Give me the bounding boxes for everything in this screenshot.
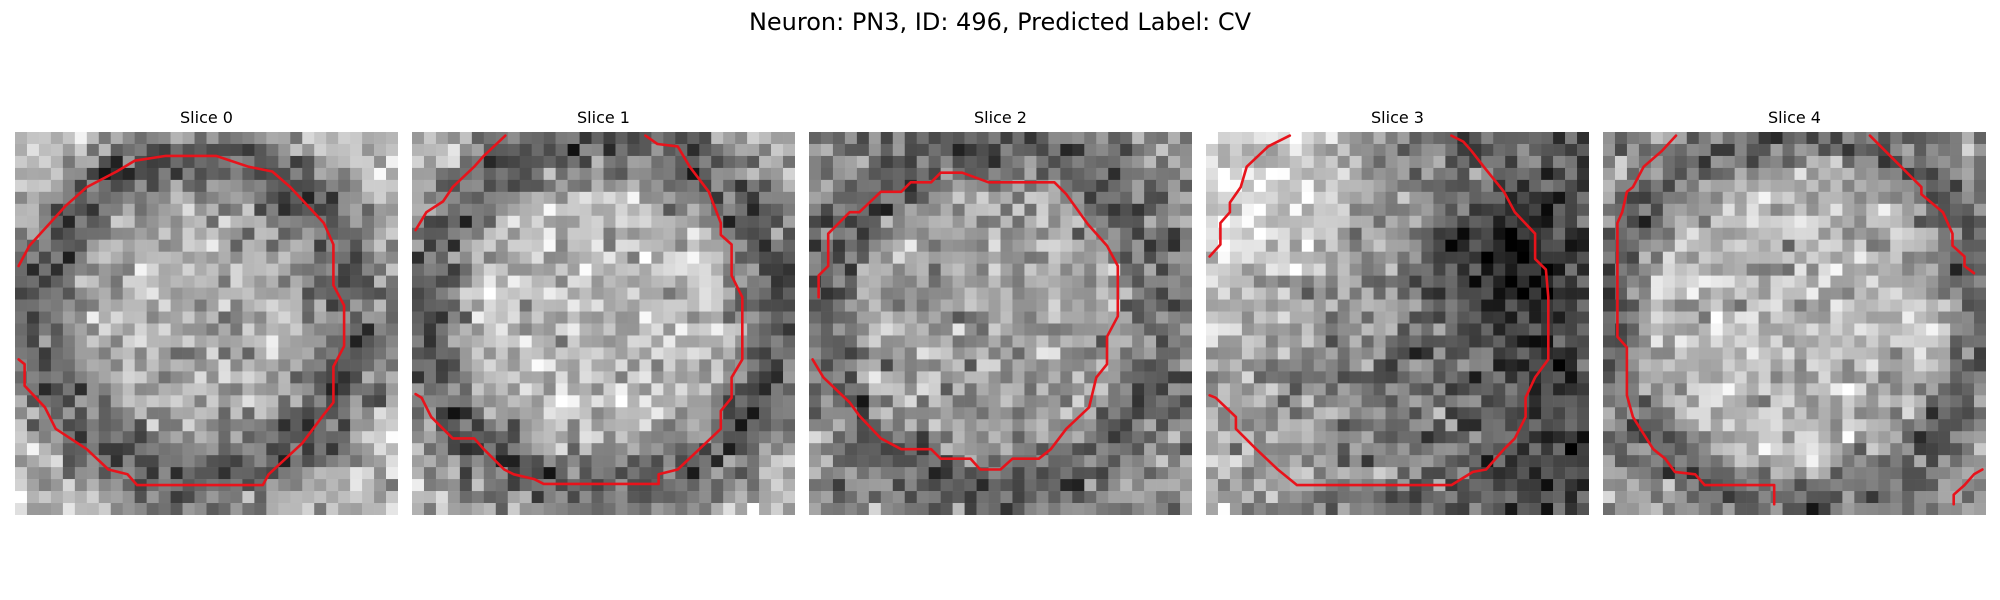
grayscale-pixels [15,132,398,515]
slice-image-0 [15,132,398,515]
red-contour [414,134,744,486]
contour-segment-0 [1616,134,1776,506]
slice-image-4 [1603,132,1986,515]
slice-image-3 [1206,132,1589,515]
contour-segment-1 [1868,134,1976,275]
figure-title: Neuron: PN3, ID: 496, Predicted Label: C… [748,8,1252,36]
slice-panel-3: Slice 3 [1206,104,1589,515]
slice-panel-0: Slice 0 [15,104,398,515]
grayscale-pixels [809,132,1192,515]
slice-title-0: Slice 0 [180,108,233,127]
contour-segment-2 [1952,468,1984,506]
grayscale-pixels [1206,132,1589,515]
slice-title-3: Slice 3 [1371,108,1424,127]
slice-title-2: Slice 2 [974,108,1027,127]
contour-segment-0 [414,134,507,232]
contour-segment-0 [811,171,1120,471]
red-contour [1616,134,1984,506]
red-contour [17,154,346,487]
slice-title-1: Slice 1 [577,108,630,127]
slice-panel-4: Slice 4 [1603,104,1986,515]
contour-segment-1 [414,134,744,486]
grayscale-pixels [1603,132,1986,515]
red-contour [811,171,1120,471]
slice-image-1 [412,132,795,515]
slice-image-2 [809,132,1192,515]
slice-panel-2: Slice 2 [809,104,1192,515]
contour-segment-0 [17,154,346,487]
contour-segment-1 [1208,134,1550,487]
grayscale-pixels [412,132,795,515]
red-contour [1208,134,1550,487]
contour-segment-0 [1208,134,1292,258]
slice-panel-1: Slice 1 [412,104,795,515]
slice-title-4: Slice 4 [1768,108,1821,127]
